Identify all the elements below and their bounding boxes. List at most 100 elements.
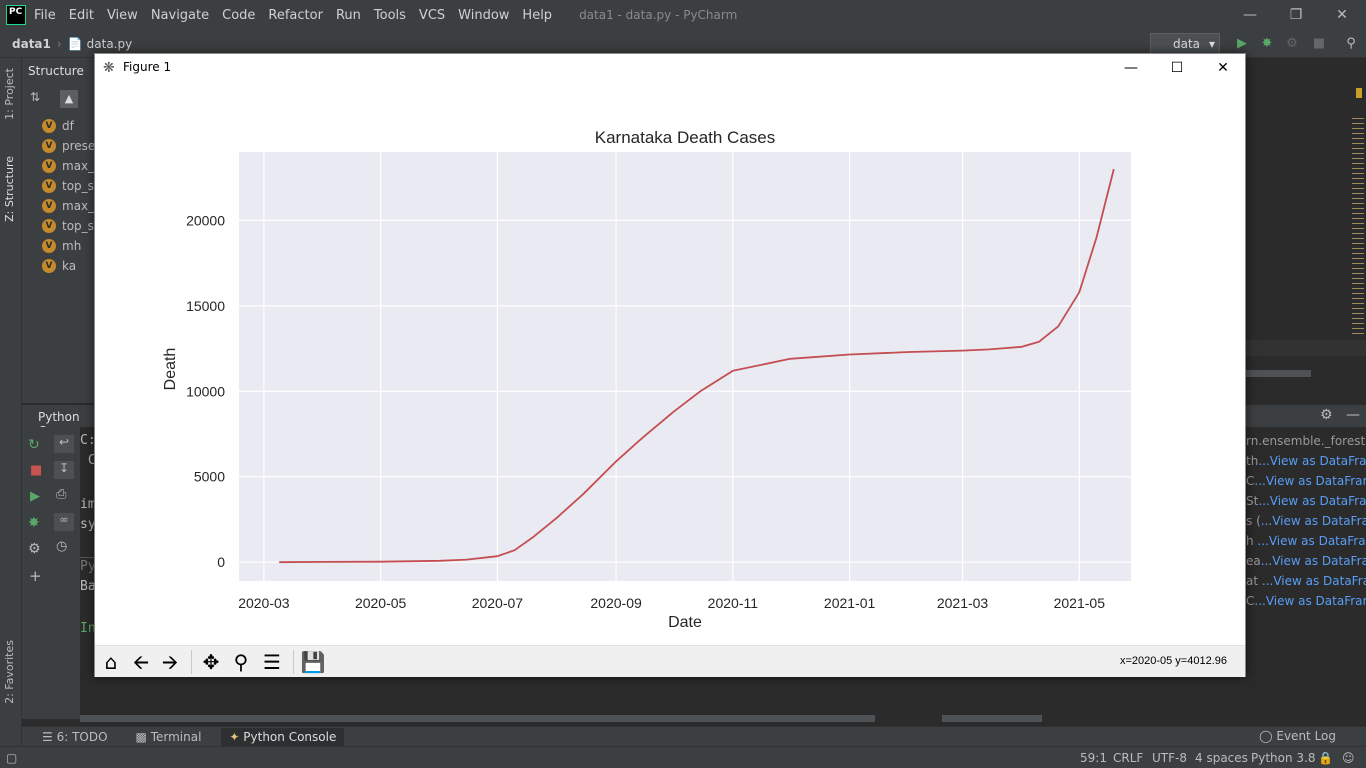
menu-file[interactable]: File: [34, 7, 56, 23]
event-log-button[interactable]: ◯ Event Log: [1259, 729, 1336, 743]
pan-icon[interactable]: ✥: [202, 650, 220, 674]
toggle-tool-windows-icon[interactable]: ▢: [6, 751, 18, 765]
stop-icon[interactable]: ■: [1312, 36, 1326, 51]
tab-python-console[interactable]: ✦ Python Console: [221, 727, 345, 746]
sort-alpha-icon[interactable]: ⇅: [30, 90, 41, 104]
figure-title-bar[interactable]: ❋ Figure 1 — ☐ ✕: [95, 54, 1245, 82]
debug-icon[interactable]: ✸: [1261, 36, 1273, 51]
line-separator[interactable]: CRLF: [1113, 751, 1144, 765]
history-icon[interactable]: ◷: [56, 539, 68, 554]
figure-minimize-icon[interactable]: —: [1124, 60, 1138, 76]
console-line: Py: [80, 559, 96, 574]
view-as-dataframe-link[interactable]: ...View as DataFrame: [1260, 514, 1366, 528]
rerun-icon[interactable]: ↻: [28, 437, 40, 453]
back-arrow-icon[interactable]: 🡨: [132, 650, 150, 674]
menu-code[interactable]: Code: [222, 7, 256, 23]
home-icon[interactable]: ⌂: [104, 650, 118, 674]
tab-favorites[interactable]: 2: Favorites: [3, 640, 16, 704]
menu-help[interactable]: Help: [522, 7, 553, 23]
breadcrumb-file[interactable]: data.py: [86, 36, 133, 51]
python-interpreter[interactable]: Python 3.8: [1251, 751, 1316, 765]
view-as-dataframe-link[interactable]: ...View as DataFrame: [1261, 574, 1366, 588]
zoom-icon[interactable]: ⚲: [233, 650, 249, 674]
settings-icon[interactable]: ⚙: [28, 541, 41, 557]
y-tick-label: 10000: [186, 383, 225, 399]
structure-item-label: ka: [62, 259, 77, 273]
add-console-icon[interactable]: +: [29, 567, 42, 585]
coverage-icon[interactable]: ⚙: [1286, 36, 1298, 51]
variable-row[interactable]: h ...View as DataFrame: [1246, 534, 1366, 554]
console-horizontal-scrollbar[interactable]: [80, 715, 875, 722]
gear-icon[interactable]: ⚙: [1320, 407, 1333, 423]
variable-row[interactable]: s (...View as DataFrame: [1246, 514, 1366, 534]
menu-view[interactable]: View: [106, 7, 138, 23]
variable-row[interactable]: rn.ensemble._forest.R: [1246, 434, 1366, 454]
forward-arrow-icon[interactable]: 🡪: [161, 650, 179, 674]
variable-row[interactable]: C...View as DataFrame: [1246, 474, 1366, 494]
tab-structure[interactable]: Z: Structure: [3, 156, 16, 222]
soft-wrap-icon[interactable]: ↩: [54, 435, 74, 453]
figure-close-icon[interactable]: ✕: [1217, 60, 1229, 76]
variable-row[interactable]: ea...View as DataFrame: [1246, 554, 1366, 574]
breadcrumb-project[interactable]: data1: [12, 36, 51, 51]
variable-row[interactable]: C...View as DataFrame: [1246, 594, 1366, 614]
tab-todo[interactable]: ☰ 6: TODO: [34, 728, 116, 746]
editor-highlight-line: [1246, 340, 1366, 356]
menu-run[interactable]: Run: [335, 7, 361, 23]
variables-scrollbar[interactable]: [942, 715, 1042, 722]
menu-tools[interactable]: Tools: [373, 7, 406, 23]
minimize-icon[interactable]: —: [1243, 7, 1257, 23]
lock-icon[interactable]: 🔒: [1318, 751, 1333, 765]
indent-setting[interactable]: 4 spaces: [1195, 751, 1248, 765]
console-prompt: In: [80, 621, 96, 636]
scroll-to-end-icon[interactable]: ↧: [54, 461, 74, 479]
tab-project[interactable]: 1: Project: [3, 68, 16, 120]
variable-row[interactable]: St...View as DataFrame: [1246, 494, 1366, 514]
restore-icon[interactable]: ❐: [1289, 7, 1303, 23]
figure-maximize-icon[interactable]: ☐: [1170, 60, 1184, 76]
configure-subplots-icon[interactable]: ☰: [263, 650, 281, 674]
view-as-dataframe-link[interactable]: ...View as DataFrame: [1258, 454, 1366, 468]
variable-row[interactable]: at ...View as DataFrame: [1246, 574, 1366, 594]
editor-horizontal-scrollbar[interactable]: [1246, 370, 1311, 377]
run-console-icon[interactable]: ▶: [30, 489, 40, 504]
caret-position[interactable]: 59:1: [1080, 751, 1107, 765]
variable-row[interactable]: th...View as DataFrame: [1246, 454, 1366, 474]
menu-refactor[interactable]: Refactor: [268, 7, 323, 23]
show-variables-icon[interactable]: ∞: [54, 513, 74, 531]
status-bar: ▢ 59:1 CRLF UTF-8 4 spaces Python 3.8 🔒 …: [0, 746, 1366, 768]
line-chart[interactable]: 2020-03 2020-05 2020-07 2020-09 2020-11 2021-…: [95, 82, 1245, 644]
expand-icon[interactable]: ▲: [60, 90, 78, 108]
view-as-dataframe-link[interactable]: ...View as DataFrame: [1260, 554, 1366, 568]
view-as-dataframe-link[interactable]: ...View as DataFrame: [1257, 534, 1366, 548]
menu-vcs[interactable]: VCS: [418, 7, 446, 23]
print-icon[interactable]: ⎙: [56, 487, 67, 502]
view-as-dataframe-link[interactable]: ...View as DataFrame: [1258, 494, 1366, 508]
view-as-dataframe-link[interactable]: ...View as DataFrame: [1254, 594, 1366, 608]
file-encoding[interactable]: UTF-8: [1152, 751, 1187, 765]
stop-console-icon[interactable]: ■: [30, 463, 43, 478]
debug-console-icon[interactable]: ✸: [28, 515, 40, 531]
save-icon[interactable]: 💾: [300, 650, 326, 674]
search-icon[interactable]: ⚲: [1346, 36, 1356, 51]
tab-terminal[interactable]: ▩ Terminal: [128, 728, 210, 746]
close-icon[interactable]: ✕: [1336, 7, 1348, 23]
notifications-icon[interactable]: ☺: [1342, 751, 1355, 765]
menu-edit[interactable]: Edit: [68, 7, 94, 23]
figure-window: ❋ Figure 1 — ☐ ✕ 2020-03 2020-05 2020-07 20…: [94, 53, 1246, 677]
run-icon[interactable]: ▶: [1237, 36, 1247, 51]
view-as-dataframe-link[interactable]: ...View as DataFrame: [1254, 474, 1366, 488]
hide-icon[interactable]: —: [1346, 407, 1360, 423]
run-configuration-select[interactable]: data ▾: [1150, 33, 1220, 55]
menu-navigate[interactable]: Navigate: [150, 7, 210, 23]
menu-window[interactable]: Window: [458, 7, 510, 23]
